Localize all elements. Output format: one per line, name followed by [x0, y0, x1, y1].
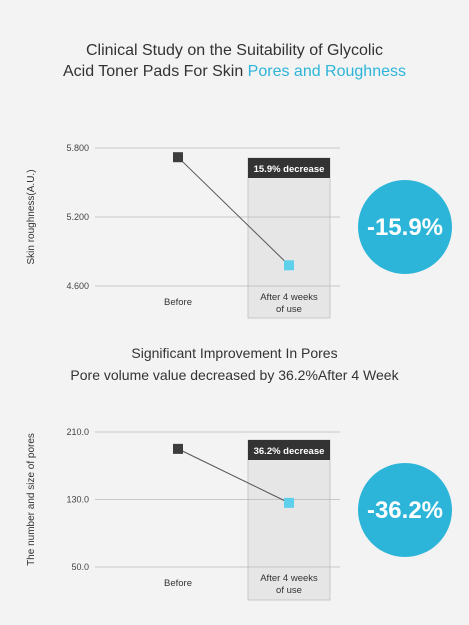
main-title-line2-prefix: Acid Toner Pads For Skin — [62, 63, 248, 80]
y-tick-label: 4.600 — [66, 281, 89, 291]
x-category-after: After 4 weeks — [260, 292, 318, 303]
decrease-badge-label: 15.9% decrease — [254, 164, 325, 175]
pores-subheading: Pore volume value decreased by 36.2%Afte… — [70, 367, 399, 383]
x-category-after: of use — [276, 585, 302, 596]
x-category-before: Before — [164, 578, 192, 589]
main-title-accent: Pores and Roughness — [247, 63, 406, 80]
decrease-badge — [248, 440, 330, 460]
series-line — [177, 448, 290, 504]
y-tick-label: 50.0 — [71, 562, 89, 572]
series-line — [177, 156, 290, 266]
result-percentage: -36.2% — [367, 497, 443, 524]
y-axis-title: Skin roughness(A.U.) — [26, 169, 37, 264]
result-circle — [358, 463, 452, 557]
x-category-after: of use — [276, 304, 302, 315]
result-circle — [358, 180, 452, 274]
main-title-line2: Acid Toner Pads For Skin Pores and Rough… — [0, 61, 469, 82]
decrease-badge-label: 36.2% decrease — [254, 446, 325, 457]
main-title-line1: Clinical Study on the Suitability of Gly… — [85, 42, 384, 59]
x-category-after: After 4 weeks — [260, 573, 318, 584]
after-point — [284, 260, 294, 271]
y-tick-label: 210.0 — [66, 427, 89, 437]
result-percentage: -15.9% — [367, 214, 443, 241]
y-tick-label: 130.0 — [66, 495, 89, 505]
pores-chart: 210.0 130.0 50.0 The number and size of por… — [26, 427, 452, 601]
before-point — [173, 152, 183, 163]
main-title: Clinical Study on the Suitability of Gly… — [0, 40, 469, 82]
roughness-chart: 5.800 5.200 4.600 Skin roughness(A.U.) 15.9%… — [26, 143, 452, 319]
y-tick-label: 5.200 — [66, 212, 89, 222]
before-point — [173, 443, 183, 454]
pores-heading: Significant Improvement In Pores — [131, 345, 338, 361]
x-category-before: Before — [164, 297, 192, 308]
y-axis-title: The number and size of pores — [26, 433, 37, 566]
after-highlight-band — [247, 439, 331, 601]
decrease-badge — [248, 158, 330, 178]
y-tick-label: 5.800 — [66, 143, 89, 153]
after-point — [284, 497, 294, 508]
